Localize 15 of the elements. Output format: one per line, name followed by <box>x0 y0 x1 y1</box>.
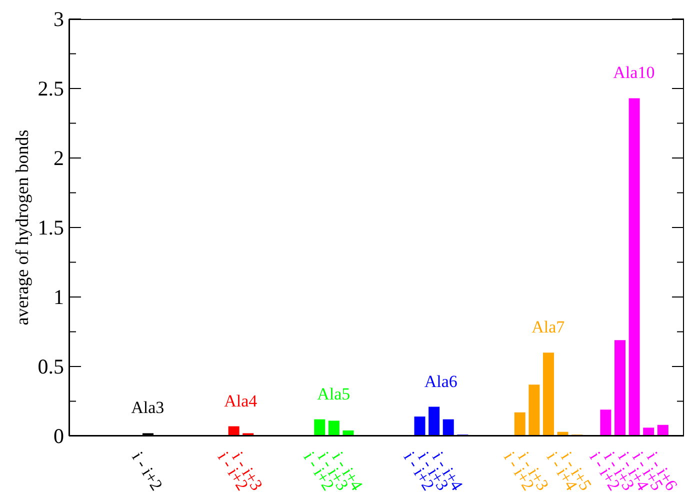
y-tick-label: 1 <box>54 285 64 309</box>
y-tick-label: 3 <box>54 7 64 31</box>
y-tick-label: 0 <box>54 424 64 448</box>
y-tick-label: 2.5 <box>38 76 64 100</box>
series-label: Ala4 <box>224 391 258 410</box>
series-label: Ala6 <box>424 372 458 391</box>
series-label: Ala7 <box>532 318 566 337</box>
y-axis-title: average of hydrogen bonds <box>12 130 32 326</box>
series-label: Ala3 <box>131 398 164 418</box>
y-tick-label: 1.5 <box>38 216 64 240</box>
y-tick-label: 2 <box>54 146 64 170</box>
y-tick-label: 0.5 <box>38 354 64 378</box>
x-tick-label: i - i+2 <box>128 448 166 492</box>
series-label: Ala10 <box>613 63 655 82</box>
series-label: Ala5 <box>317 384 350 404</box>
